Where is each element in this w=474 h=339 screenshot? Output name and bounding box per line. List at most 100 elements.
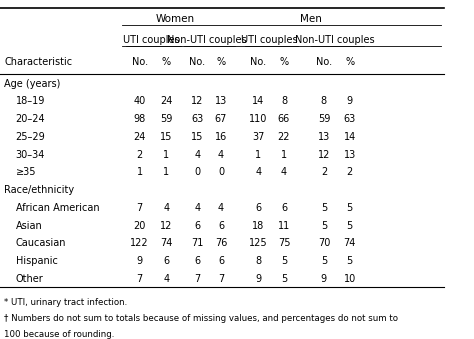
Text: 11: 11 (278, 221, 290, 231)
Text: No.: No. (190, 57, 206, 67)
Text: 122: 122 (130, 238, 149, 248)
Text: 6: 6 (194, 221, 201, 231)
Text: 5: 5 (346, 221, 353, 231)
Text: No.: No. (132, 57, 148, 67)
Text: 125: 125 (249, 238, 267, 248)
Text: 67: 67 (215, 114, 227, 124)
Text: 5: 5 (321, 221, 327, 231)
Text: 12: 12 (160, 221, 173, 231)
Text: Men: Men (300, 14, 321, 24)
Text: 13: 13 (215, 96, 227, 106)
Text: 71: 71 (191, 238, 204, 248)
Text: %: % (162, 57, 171, 67)
Text: 9: 9 (137, 256, 143, 266)
Text: 100 because of rounding.: 100 because of rounding. (4, 330, 115, 339)
Text: 16: 16 (215, 132, 227, 142)
Text: UTI couples: UTI couples (123, 35, 179, 45)
Text: 24: 24 (160, 96, 173, 106)
Text: Race/ethnicity: Race/ethnicity (4, 185, 74, 195)
Text: 6: 6 (218, 256, 224, 266)
Text: 75: 75 (278, 238, 290, 248)
Text: 5: 5 (346, 256, 353, 266)
Text: Caucasian: Caucasian (16, 238, 66, 248)
Text: Other: Other (16, 274, 43, 284)
Text: 15: 15 (160, 132, 173, 142)
Text: 7: 7 (194, 274, 201, 284)
Text: Women: Women (155, 14, 195, 24)
Text: 66: 66 (278, 114, 290, 124)
Text: 24: 24 (134, 132, 146, 142)
Text: %: % (345, 57, 354, 67)
Text: 4: 4 (281, 167, 287, 177)
Text: 8: 8 (321, 96, 327, 106)
Text: 12: 12 (318, 149, 330, 160)
Text: 1: 1 (164, 167, 169, 177)
Text: 25–29: 25–29 (16, 132, 46, 142)
Text: 15: 15 (191, 132, 204, 142)
Text: 37: 37 (252, 132, 264, 142)
Text: 63: 63 (191, 114, 203, 124)
Text: %: % (279, 57, 289, 67)
Text: 5: 5 (321, 256, 327, 266)
Text: 0: 0 (194, 167, 201, 177)
Text: 9: 9 (255, 274, 261, 284)
Text: 2: 2 (321, 167, 327, 177)
Text: 1: 1 (137, 167, 143, 177)
Text: Characteristic: Characteristic (4, 57, 73, 67)
Text: 20: 20 (134, 221, 146, 231)
Text: 4: 4 (194, 149, 201, 160)
Text: 2: 2 (137, 149, 143, 160)
Text: 4: 4 (218, 149, 224, 160)
Text: 4: 4 (218, 203, 224, 213)
Text: 12: 12 (191, 96, 204, 106)
Text: 18: 18 (252, 221, 264, 231)
Text: African American: African American (16, 203, 99, 213)
Text: 40: 40 (134, 96, 146, 106)
Text: 4: 4 (164, 203, 169, 213)
Text: 9: 9 (321, 274, 327, 284)
Text: 0: 0 (218, 167, 224, 177)
Text: 6: 6 (281, 203, 287, 213)
Text: Age (years): Age (years) (4, 79, 61, 88)
Text: 5: 5 (281, 256, 287, 266)
Text: Hispanic: Hispanic (16, 256, 57, 266)
Text: 59: 59 (160, 114, 173, 124)
Text: 6: 6 (218, 221, 224, 231)
Text: 7: 7 (218, 274, 224, 284)
Text: 1: 1 (255, 149, 261, 160)
Text: 6: 6 (255, 203, 261, 213)
Text: 1: 1 (164, 149, 169, 160)
Text: 9: 9 (346, 96, 353, 106)
Text: 4: 4 (194, 203, 201, 213)
Text: 5: 5 (321, 203, 327, 213)
Text: 2: 2 (346, 167, 353, 177)
Text: No.: No. (316, 57, 332, 67)
Text: 74: 74 (344, 238, 356, 248)
Text: UTI couples: UTI couples (241, 35, 297, 45)
Text: 14: 14 (252, 96, 264, 106)
Text: No.: No. (250, 57, 266, 67)
Text: 98: 98 (134, 114, 146, 124)
Text: 5: 5 (281, 274, 287, 284)
Text: 59: 59 (318, 114, 330, 124)
Text: 13: 13 (344, 149, 356, 160)
Text: 10: 10 (344, 274, 356, 284)
Text: 8: 8 (281, 96, 287, 106)
Text: 4: 4 (255, 167, 261, 177)
Text: † Numbers do not sum to totals because of missing values, and percentages do not: † Numbers do not sum to totals because o… (4, 314, 399, 323)
Text: 110: 110 (249, 114, 267, 124)
Text: 1: 1 (281, 149, 287, 160)
Text: 22: 22 (278, 132, 290, 142)
Text: 76: 76 (215, 238, 227, 248)
Text: %: % (217, 57, 226, 67)
Text: Non-UTI couples: Non-UTI couples (167, 35, 247, 45)
Text: 6: 6 (164, 256, 169, 266)
Text: 5: 5 (346, 203, 353, 213)
Text: 14: 14 (344, 132, 356, 142)
Text: 74: 74 (160, 238, 173, 248)
Text: 63: 63 (344, 114, 356, 124)
Text: Asian: Asian (16, 221, 42, 231)
Text: * UTI, urinary tract infection.: * UTI, urinary tract infection. (4, 298, 128, 307)
Text: 30–34: 30–34 (16, 149, 45, 160)
Text: 8: 8 (255, 256, 261, 266)
